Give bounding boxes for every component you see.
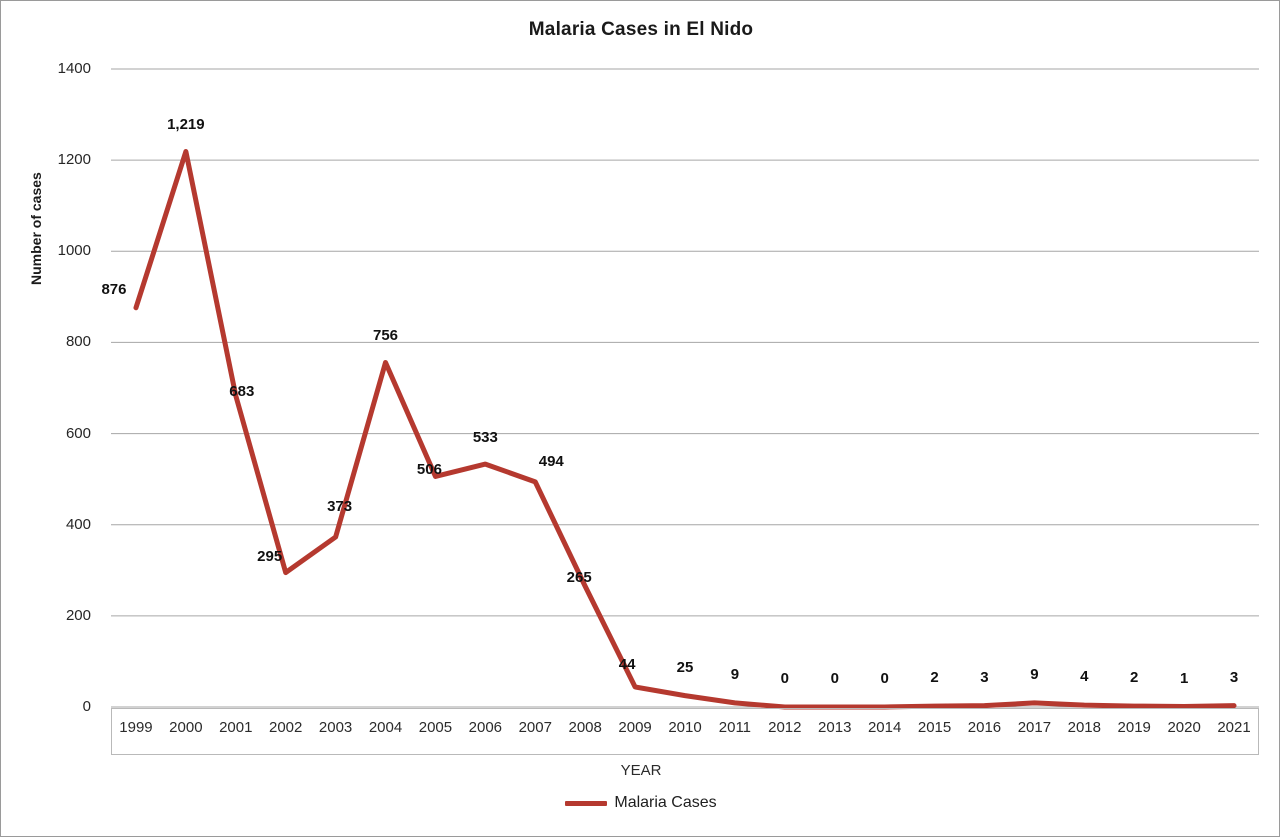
- data-point-label: 494: [538, 452, 564, 470]
- x-axis-tick-label: 2013: [818, 719, 852, 736]
- data-point-label: 265: [566, 569, 592, 587]
- y-axis-tick-label: 800: [65, 333, 91, 351]
- x-axis-tick-label: 2003: [318, 719, 353, 736]
- x-axis-tick-label: 2006: [468, 719, 503, 736]
- data-point-label: 295: [257, 547, 283, 565]
- data-point-label: 25: [676, 658, 694, 676]
- data-point-label: 1,219: [167, 116, 205, 134]
- x-axis-tick-label: 2012: [768, 719, 802, 736]
- series-line-malaria-cases: [133, 148, 1237, 710]
- x-axis-tick-label: 2004: [368, 719, 403, 736]
- data-point-label: 506: [416, 461, 442, 479]
- y-axis-tick-label: 1200: [57, 151, 91, 169]
- chart-legend: Malaria Cases: [1, 794, 1280, 812]
- data-point-label: 9: [1030, 665, 1039, 683]
- x-axis-tick-label: 1999: [119, 719, 153, 736]
- y-axis-tick-label: 600: [65, 424, 91, 442]
- data-point-label: 0: [830, 670, 839, 687]
- x-axis-tick-label: 2019: [1117, 719, 1151, 736]
- x-axis-tick-label: 2011: [718, 719, 752, 736]
- chart-title: Malaria Cases in El Nido: [528, 19, 754, 40]
- data-point-label: 4: [1080, 668, 1089, 686]
- y-axis-tick-label: 200: [65, 606, 91, 624]
- y-axis-tick-label: 1000: [57, 242, 91, 260]
- data-point-label: 756: [373, 327, 399, 345]
- legend-swatch-malaria-cases: [565, 800, 608, 806]
- data-point-label: 2: [1130, 669, 1139, 687]
- data-point-label: 1: [1179, 669, 1189, 687]
- y-axis-tick-label: 1400: [57, 60, 91, 77]
- data-point-label: 373: [327, 498, 353, 516]
- x-axis-tick-label: 2020: [1167, 719, 1201, 736]
- x-axis-tick-box: [111, 708, 1259, 755]
- data-point-label: 9: [730, 665, 740, 683]
- data-point-label: 44: [618, 655, 636, 673]
- gridlines: [111, 68, 1259, 708]
- x-axis-tick-label: 2016: [967, 719, 1002, 736]
- x-axis-tick-label: 2021: [1217, 719, 1251, 736]
- x-axis-tick-label: 2018: [1067, 719, 1101, 736]
- y-axis-tick-label: 400: [65, 515, 91, 533]
- legend-label-malaria-cases: Malaria Cases: [614, 794, 717, 811]
- x-axis-tick-label: 2007: [518, 719, 552, 736]
- y-axis-tick-label: 0: [82, 698, 91, 715]
- data-point-label: 876: [101, 280, 127, 298]
- x-axis-tick-label: 2009: [618, 719, 652, 736]
- x-axis-title: YEAR: [620, 762, 662, 779]
- data-point-label: 0: [880, 670, 889, 687]
- data-point-label: 3: [1229, 668, 1239, 686]
- data-point-label: 3: [980, 668, 989, 686]
- x-axis-tick-label: 2008: [568, 719, 602, 736]
- x-axis-tick-label: 2005: [418, 719, 453, 736]
- data-point-label: 683: [229, 382, 255, 400]
- data-point-label: 533: [472, 429, 498, 447]
- x-axis-tick-label: 2015: [917, 719, 952, 736]
- x-axis-tick-label: 2010: [668, 719, 702, 736]
- x-axis-tick-label: 2001: [219, 719, 253, 736]
- x-axis-tick-label: 2017: [1017, 719, 1052, 736]
- x-axis-tick-label: 2002: [269, 719, 303, 736]
- data-point-label: 0: [780, 670, 789, 687]
- x-axis-tick-label: 2014: [867, 719, 902, 736]
- data-point-label: 2: [930, 669, 939, 687]
- x-axis-tick-label: 2000: [169, 719, 203, 736]
